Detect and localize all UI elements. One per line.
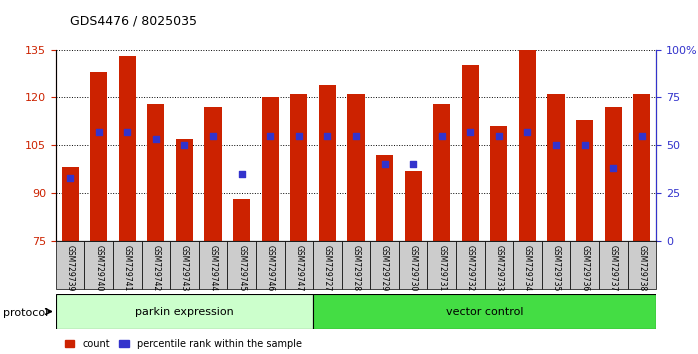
- Point: [465, 129, 476, 135]
- FancyBboxPatch shape: [370, 241, 399, 289]
- Point: [93, 129, 104, 135]
- Text: GSM729745: GSM729745: [237, 245, 246, 291]
- Bar: [262, 97, 279, 354]
- Bar: [376, 155, 393, 354]
- Text: GSM729732: GSM729732: [466, 245, 475, 291]
- FancyBboxPatch shape: [628, 241, 656, 289]
- Bar: [576, 120, 593, 354]
- Point: [551, 142, 562, 148]
- Bar: [519, 40, 536, 354]
- Bar: [90, 72, 107, 354]
- Bar: [61, 167, 79, 354]
- FancyBboxPatch shape: [599, 241, 628, 289]
- FancyBboxPatch shape: [170, 241, 199, 289]
- FancyBboxPatch shape: [84, 241, 113, 289]
- Bar: [176, 139, 193, 354]
- Bar: [290, 94, 307, 354]
- Point: [121, 129, 133, 135]
- FancyBboxPatch shape: [56, 294, 313, 329]
- Point: [579, 142, 591, 148]
- Text: GSM729746: GSM729746: [266, 245, 275, 291]
- Legend: count, percentile rank within the sample: count, percentile rank within the sample: [61, 335, 306, 353]
- Text: GSM729727: GSM729727: [323, 245, 332, 291]
- FancyBboxPatch shape: [456, 241, 484, 289]
- Point: [493, 133, 505, 138]
- Bar: [547, 94, 565, 354]
- Bar: [319, 85, 336, 354]
- FancyBboxPatch shape: [228, 241, 256, 289]
- Text: GSM729731: GSM729731: [437, 245, 446, 291]
- Bar: [205, 107, 222, 354]
- Point: [64, 175, 75, 181]
- Text: protocol: protocol: [3, 308, 49, 318]
- Text: GSM729735: GSM729735: [551, 245, 560, 291]
- Text: GDS4476 / 8025035: GDS4476 / 8025035: [70, 14, 197, 27]
- Bar: [119, 56, 136, 354]
- Bar: [147, 104, 165, 354]
- FancyBboxPatch shape: [484, 241, 513, 289]
- Point: [522, 129, 533, 135]
- Point: [322, 133, 333, 138]
- FancyBboxPatch shape: [285, 241, 313, 289]
- Text: GSM729737: GSM729737: [609, 245, 618, 291]
- Bar: [348, 94, 364, 354]
- Bar: [604, 107, 622, 354]
- Point: [293, 133, 304, 138]
- FancyBboxPatch shape: [313, 241, 342, 289]
- Point: [350, 133, 362, 138]
- FancyBboxPatch shape: [570, 241, 599, 289]
- Text: GSM729740: GSM729740: [94, 245, 103, 291]
- Text: GSM729744: GSM729744: [209, 245, 218, 291]
- Point: [637, 133, 648, 138]
- Bar: [233, 199, 250, 354]
- Point: [207, 133, 218, 138]
- FancyBboxPatch shape: [427, 241, 456, 289]
- Point: [408, 161, 419, 167]
- Text: GSM729747: GSM729747: [295, 245, 304, 291]
- Text: parkin expression: parkin expression: [135, 307, 234, 316]
- FancyBboxPatch shape: [313, 294, 656, 329]
- Text: GSM729742: GSM729742: [151, 245, 161, 291]
- FancyBboxPatch shape: [342, 241, 370, 289]
- FancyBboxPatch shape: [542, 241, 570, 289]
- Text: GSM729738: GSM729738: [637, 245, 646, 291]
- Point: [608, 165, 619, 171]
- Bar: [405, 171, 422, 354]
- Bar: [633, 94, 651, 354]
- Point: [236, 171, 247, 177]
- FancyBboxPatch shape: [113, 241, 142, 289]
- Text: GSM729729: GSM729729: [380, 245, 389, 291]
- Text: GSM729733: GSM729733: [494, 245, 503, 291]
- Text: GSM729734: GSM729734: [523, 245, 532, 291]
- Text: GSM729728: GSM729728: [352, 245, 360, 291]
- FancyBboxPatch shape: [399, 241, 427, 289]
- Text: GSM729743: GSM729743: [180, 245, 189, 291]
- Text: GSM729730: GSM729730: [408, 245, 417, 291]
- FancyBboxPatch shape: [199, 241, 228, 289]
- Point: [150, 137, 161, 142]
- FancyBboxPatch shape: [142, 241, 170, 289]
- Point: [179, 142, 190, 148]
- Point: [436, 133, 447, 138]
- Text: GSM729736: GSM729736: [580, 245, 589, 291]
- FancyBboxPatch shape: [256, 241, 285, 289]
- Text: GSM729741: GSM729741: [123, 245, 132, 291]
- Bar: [462, 65, 479, 354]
- Text: GSM729739: GSM729739: [66, 245, 75, 291]
- FancyBboxPatch shape: [56, 241, 84, 289]
- Bar: [433, 104, 450, 354]
- Point: [265, 133, 276, 138]
- Bar: [490, 126, 507, 354]
- Point: [379, 161, 390, 167]
- FancyBboxPatch shape: [513, 241, 542, 289]
- Text: vector control: vector control: [446, 307, 524, 316]
